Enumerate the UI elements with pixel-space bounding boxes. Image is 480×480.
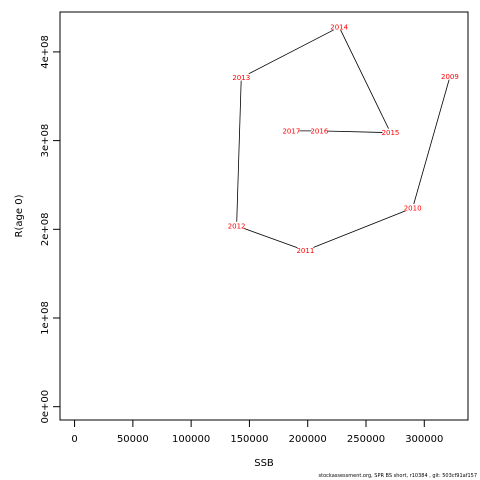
x-axis: 0 50000 100000 150000 200000 250000 300000 (71, 419, 443, 445)
trajectory-segment (412, 76, 451, 209)
point-label: 2010 (404, 205, 422, 213)
x-tick-label: 250000 (347, 434, 385, 445)
y-axis-label: R(age 0) (14, 194, 25, 237)
trajectory-segment (236, 225, 306, 251)
point-label-bg (233, 73, 250, 81)
point-label: 2017 (282, 127, 300, 135)
point-label: 2012 (228, 222, 246, 230)
y-tick-label: 3e+08 (40, 124, 51, 158)
point-labels: 2009 2010 2011 2012 2013 2014 2015 2016 2017 (228, 23, 459, 255)
point-label-bg (382, 128, 399, 136)
series-trajectory (236, 26, 451, 251)
point-label: 2014 (330, 24, 348, 32)
trajectory-segment (236, 77, 242, 226)
x-tick-label: 150000 (230, 434, 268, 445)
y-tick-label: 4e+08 (40, 35, 51, 69)
y-tick-label: 1e+08 (40, 301, 51, 335)
trajectory-segment (241, 26, 340, 78)
y-axis: 0e+00 1e+08 2e+08 3e+08 4e+08 (40, 35, 61, 424)
plot-frame (59, 11, 469, 421)
point-label: 2009 (441, 73, 459, 81)
x-tick-label: 200000 (289, 434, 327, 445)
point-label-bg (331, 23, 348, 31)
x-tick-label: 300000 (405, 434, 443, 445)
x-tick-label: 50000 (117, 434, 149, 445)
trajectory-segment (338, 26, 391, 133)
point-label: 2013 (232, 74, 250, 82)
point-label-bg (404, 204, 421, 212)
point-label-bg (228, 221, 245, 229)
y-tick-label: 0e+00 (40, 390, 51, 424)
point-label: 2016 (310, 127, 328, 135)
x-tick-label: 100000 (172, 434, 210, 445)
point-label-bg (283, 126, 300, 134)
point-label-bg (311, 126, 328, 134)
trajectory-segment (319, 130, 391, 134)
footer-credit: stockassessment.org, SPR BS short, r1038… (318, 473, 477, 479)
y-tick-label: 2e+08 (40, 212, 51, 246)
trajectory-segment (305, 207, 413, 251)
point-label: 2011 (296, 247, 314, 255)
point-label: 2015 (382, 129, 400, 137)
x-tick-label: 0 (71, 434, 77, 445)
point-label-bg (297, 246, 314, 254)
point-label-bg (441, 72, 458, 80)
x-axis-label: SSB (254, 458, 274, 469)
